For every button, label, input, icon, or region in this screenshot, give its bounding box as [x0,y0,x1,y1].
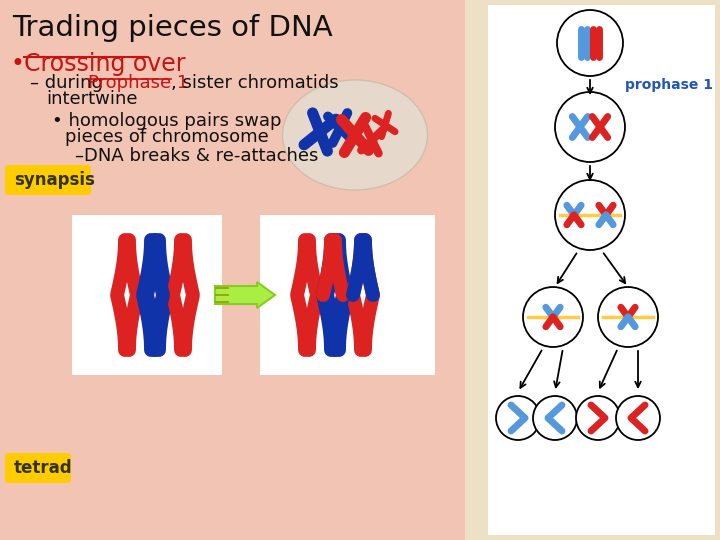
Circle shape [523,287,583,347]
Circle shape [496,396,540,440]
Circle shape [533,396,577,440]
Bar [0,0,465,540]
Circle shape [576,396,620,440]
Bar [465,0,720,540]
Text: , sister chromatids: , sister chromatids [171,74,338,92]
Text: • homologous pairs swap: • homologous pairs swap [52,112,282,130]
Circle shape [598,287,658,347]
Circle shape [555,92,625,162]
FancyBboxPatch shape [5,453,71,483]
FancyArrow shape [215,282,275,308]
Text: Crossing over: Crossing over [24,52,186,76]
Text: synapsis: synapsis [14,171,95,189]
Text: Trading pieces of DNA: Trading pieces of DNA [12,14,333,42]
Text: Prophase 1: Prophase 1 [88,74,188,92]
Text: tetrad: tetrad [14,459,73,477]
Circle shape [616,396,660,440]
Bar [488,5,715,535]
Ellipse shape [282,80,428,190]
Text: pieces of chromosome: pieces of chromosome [65,128,269,146]
Bar [260,215,435,375]
Text: intertwine: intertwine [46,90,138,108]
Circle shape [555,180,625,250]
Text: – during: – during [30,74,109,92]
Bar [72,215,222,375]
Text: •: • [10,52,24,76]
Text: –DNA breaks & re-attaches: –DNA breaks & re-attaches [75,147,318,165]
Text: prophase 1: prophase 1 [625,78,713,92]
Circle shape [557,10,623,76]
FancyBboxPatch shape [5,165,91,195]
